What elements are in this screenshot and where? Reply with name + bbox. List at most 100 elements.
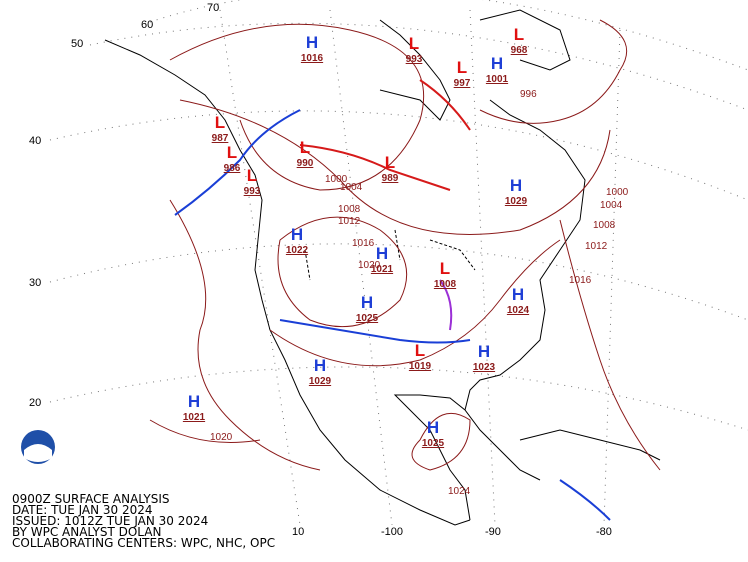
- cold-front: [279, 319, 471, 344]
- pressure-center-value: 1001: [486, 74, 509, 85]
- pressure-center-symbol: H: [376, 244, 388, 263]
- latitude-label: 50: [71, 38, 83, 50]
- pressure-center-symbol: L: [247, 166, 257, 185]
- coastline-path: [464, 99, 586, 411]
- longitude-label: -80: [596, 526, 612, 538]
- latitude-label: 70: [207, 2, 219, 14]
- coastline-path: [379, 19, 451, 121]
- caption-line: COLLABORATING CENTERS: WPC, NHC, OPC: [12, 536, 275, 550]
- graticule-line: [329, 9, 393, 526]
- warm-front: [299, 144, 451, 191]
- latitude-label: 60: [141, 19, 153, 31]
- pressure-center-symbol: H: [291, 225, 303, 244]
- pressure-center-value: 990: [297, 158, 314, 169]
- pressure-center-symbol: L: [415, 341, 425, 360]
- pressure-center-symbol: L: [215, 113, 225, 132]
- isobar-label: 1004: [340, 182, 363, 193]
- pressure-center-value: 986: [224, 163, 241, 174]
- pressure-center-symbol: H: [491, 54, 503, 73]
- isobar-label: 1000: [325, 174, 348, 185]
- coastline-path: [479, 9, 571, 71]
- isobar-label: 1016: [352, 238, 375, 249]
- caption-line: BY WPC ANALYST DOLAN: [12, 525, 161, 539]
- latitude-label: 20: [29, 397, 41, 409]
- coastline-path: [104, 39, 471, 526]
- pressure-center-value: 993: [244, 186, 261, 197]
- isobar-label: 1024: [448, 486, 471, 497]
- pressure-center-value: 987: [212, 133, 229, 144]
- isobar: [169, 23, 425, 191]
- pressure-center-value: 1025: [422, 438, 445, 449]
- pressure-center-symbol: H: [314, 356, 326, 375]
- pressure-center-value: 1024: [507, 305, 530, 316]
- pressure-center-value: 989: [382, 173, 399, 184]
- pressure-center-symbol: H: [510, 176, 522, 195]
- pressure-center-value: 1021: [183, 412, 206, 423]
- isobar-label: 1012: [585, 241, 608, 252]
- pressure-center-symbol: L: [300, 138, 310, 157]
- pressure-center-value: 968: [511, 45, 528, 56]
- fronts: [174, 79, 611, 521]
- latitude-label: 10: [292, 526, 304, 538]
- isobar-label: 1008: [593, 220, 616, 231]
- pressure-center-value: 993: [406, 54, 423, 65]
- pressure-center-symbol: L: [227, 143, 237, 162]
- pressure-center-value: 997: [454, 78, 471, 89]
- pressure-center-symbol: H: [361, 293, 373, 312]
- coastline-path: [393, 394, 541, 521]
- caption-line: ISSUED: 1012Z TUE JAN 30 2024: [12, 514, 208, 528]
- pressure-center-symbol: H: [306, 33, 318, 52]
- isobar-label: 1020: [210, 432, 233, 443]
- caption-line: DATE: TUE JAN 30 2024: [12, 503, 153, 517]
- isobar-label: 1008: [338, 204, 361, 215]
- isobar-label: 1012: [338, 216, 361, 227]
- isobar: [149, 419, 261, 443]
- latitude-label: 40: [29, 135, 41, 147]
- isobar-label: 1000: [606, 187, 629, 198]
- caption-line: 0900Z SURFACE ANALYSIS: [12, 492, 169, 506]
- latitude-label: 30: [29, 277, 41, 289]
- occluded-front: [439, 279, 453, 331]
- pressure-center-symbol: H: [478, 342, 490, 361]
- graticule-line: [219, 9, 301, 526]
- isobar: [559, 219, 661, 471]
- pressure-center-value: 1023: [473, 362, 496, 373]
- pressure-center-value: 1016: [301, 53, 324, 64]
- isobar-label: 996: [520, 89, 537, 100]
- isobar-label: 1004: [600, 200, 623, 211]
- pressure-center-symbol: L: [409, 34, 419, 53]
- pressure-center-value: 1029: [309, 376, 332, 387]
- isobar: [411, 412, 471, 471]
- isobar: [169, 199, 321, 471]
- cold-front: [174, 109, 301, 216]
- longitude-label: -100: [381, 526, 403, 538]
- longitude-label: -90: [485, 526, 501, 538]
- pressure-center-value: 1025: [356, 313, 379, 324]
- coastline-path: [519, 429, 661, 461]
- cold-front: [559, 479, 611, 521]
- graticule: [49, 0, 748, 526]
- isobar: [277, 216, 408, 328]
- pressure-center-symbol: L: [514, 25, 524, 44]
- coastline: [104, 9, 661, 526]
- pressure-center-value: 1019: [409, 361, 432, 372]
- logo-bird: [24, 444, 52, 462]
- noaa-logo: [21, 430, 55, 464]
- isobar-label: 1016: [569, 275, 592, 286]
- pressure-center-value: 1021: [371, 264, 394, 275]
- isobar: [179, 99, 611, 235]
- pressure-center-symbol: H: [188, 392, 200, 411]
- warm-front: [419, 79, 471, 131]
- pressure-center-symbol: L: [457, 58, 467, 77]
- pressure-center-value: 1022: [286, 245, 309, 256]
- pressure-center-value: 1029: [505, 196, 528, 207]
- isobar-label: 1020: [358, 260, 381, 271]
- pressure-center-symbol: H: [427, 418, 439, 437]
- pressure-center-symbol: H: [512, 285, 524, 304]
- border-path: [304, 229, 476, 281]
- pressure-center-symbol: L: [385, 153, 395, 172]
- isobar: [479, 19, 628, 124]
